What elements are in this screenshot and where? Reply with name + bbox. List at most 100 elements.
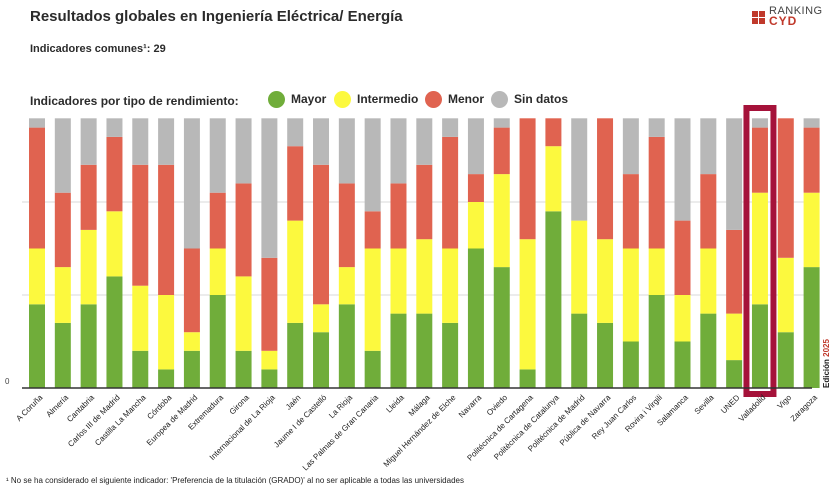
bar-segment (545, 118, 562, 147)
edition-word: Edición (822, 357, 831, 388)
bar-segment (54, 118, 71, 193)
logo-squares-icon (752, 11, 766, 25)
bar-segment (416, 118, 433, 165)
bar-segment (338, 267, 355, 305)
bar-segment (416, 313, 433, 388)
bar-segment (467, 118, 484, 175)
bar-segment (442, 248, 459, 323)
bar-segment (158, 295, 175, 370)
bar-segment (519, 118, 536, 240)
bar-segment (726, 229, 743, 314)
legend-dot-intermedio (334, 90, 351, 108)
bar-segment (622, 174, 639, 249)
bar-segment (571, 313, 588, 388)
bar-segment (183, 332, 200, 351)
bar-segment (726, 118, 743, 230)
bar-segment (54, 322, 71, 388)
bar-segment (493, 267, 510, 388)
common-indicators-label: Indicadores comunes¹: 29 (30, 43, 166, 55)
legend-label: Intermedio (357, 92, 419, 106)
legend-item-mayor[interactable]: Mayor (268, 90, 326, 108)
bar-segment (364, 350, 381, 388)
bar-segment (338, 304, 355, 388)
footnote: ¹ No se ha considerado el siguiente indi… (6, 476, 464, 485)
bar-segment (261, 118, 278, 258)
bar-segment (648, 136, 665, 249)
bar-segment (648, 295, 665, 388)
bar-segment (287, 220, 304, 323)
bar-segment (209, 248, 226, 295)
bar-segment (158, 369, 175, 388)
bar-segment (726, 360, 743, 388)
bar-segment (467, 248, 484, 388)
bar-segment (235, 183, 252, 277)
bar-segment (700, 248, 717, 314)
bar-segment (416, 164, 433, 240)
bar-segment (29, 304, 45, 388)
legend-item-menor[interactable]: Menor (425, 90, 484, 108)
bar-segment (442, 118, 459, 137)
bar-segment (29, 248, 45, 305)
bar-segment (80, 164, 97, 230)
bar-segment (597, 118, 614, 240)
bar-segment (80, 304, 97, 388)
legend-item-sin-datos[interactable]: Sin datos (491, 90, 568, 108)
x-tick-label: Zaragoza (789, 393, 820, 424)
x-tick-label: UNED (719, 393, 742, 416)
legend-dot-sin-datos (491, 90, 508, 108)
bar-segment (132, 164, 149, 286)
bar-segment (29, 118, 45, 128)
bar-segment (777, 257, 794, 333)
legend-title: Indicadores por tipo de rendimiento: (30, 94, 239, 108)
bar-segment (132, 118, 149, 165)
bar-segment (571, 220, 588, 314)
bar-segment (364, 248, 381, 351)
bar-segment (80, 229, 97, 305)
bar-segment (545, 146, 562, 212)
x-tick-label: Girona (228, 393, 252, 417)
bar-segment (597, 239, 614, 323)
bar-segment (235, 276, 252, 351)
bar-segment (777, 118, 794, 258)
x-tick-label: Rey Juan Carlos (590, 393, 638, 441)
bar-segment (209, 192, 226, 249)
bar-segment (390, 183, 407, 249)
bar-segment (545, 211, 562, 388)
bar-segment (183, 118, 200, 249)
y-tick-label: 0 (5, 377, 10, 386)
bar-segment (622, 341, 639, 388)
bar-segment (726, 313, 743, 361)
legend-label: Menor (448, 92, 484, 106)
bar-segment (751, 304, 768, 388)
bar-segment (106, 211, 123, 277)
bar-segment (751, 118, 768, 128)
bar-segment (467, 174, 484, 202)
bar-segment (313, 118, 330, 165)
bar-segment (287, 322, 304, 388)
x-tick-label: Jaén (284, 393, 303, 412)
bar-segment (674, 295, 691, 342)
highlight-frame (743, 105, 777, 397)
bar-segment (106, 276, 123, 388)
bar-segment (158, 164, 175, 295)
bar-segment (442, 136, 459, 249)
bar-segment (106, 118, 123, 137)
bar-segment (803, 127, 820, 193)
bar-segment (700, 118, 717, 175)
bar-segment (674, 341, 691, 388)
legend-item-intermedio[interactable]: Intermedio (334, 90, 418, 108)
bar-segment (622, 118, 639, 175)
x-tick-label: Valladolid (737, 393, 767, 423)
bar-segment (648, 118, 665, 137)
bar-segment (80, 118, 97, 165)
bar-segment (700, 313, 717, 388)
legend-label: Mayor (291, 92, 327, 106)
bar-segment (338, 118, 355, 184)
bar-segment (700, 174, 717, 249)
bar-segment (106, 136, 123, 212)
bar-segment (493, 118, 510, 128)
bar-segment (467, 202, 484, 249)
bar-segment (287, 118, 304, 147)
bar-segment (158, 118, 175, 165)
